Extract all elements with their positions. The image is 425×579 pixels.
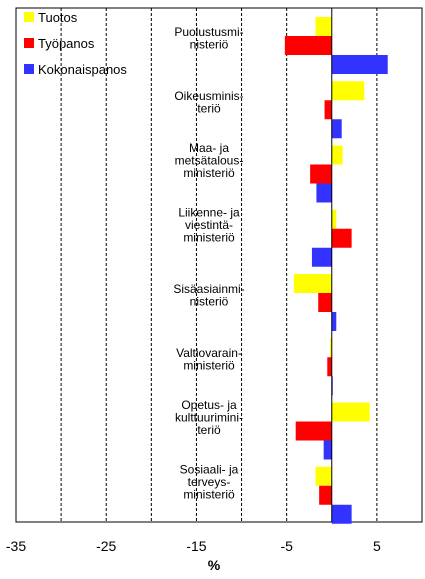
bar-työpanos (324, 100, 332, 120)
bar-kokonaispanos (316, 183, 332, 203)
bar-kokonaispanos (331, 312, 337, 331)
bar-työpanos (284, 36, 332, 55)
bar-tuotos (315, 17, 332, 36)
category-labels: Puolustusmi-nisteriö Oikeusminis-teriö Maa… (173, 25, 244, 502)
bar-tuotos (293, 274, 332, 293)
x-tick-label: 5 (373, 538, 381, 554)
legend-label: Työpanos (38, 36, 95, 51)
bar-tuotos (329, 338, 332, 358)
x-tick-label: -5 (280, 538, 293, 554)
category-label: Valtiovarain-ministeriö (176, 346, 242, 373)
x-tick-label: -15 (186, 538, 206, 554)
category-label: Sisäasiainmi-nisteriö (173, 282, 244, 309)
category-label: Liikenne- ja viestintä-ministeriö (178, 205, 240, 244)
category-label: Oikeusminis-teriö (174, 89, 243, 116)
legend-swatch (24, 12, 34, 22)
legend-swatch (24, 64, 34, 74)
legend: Tuotos Työpanos Kokonaispanos (24, 10, 127, 77)
legend-label: Kokonaispanos (38, 62, 127, 77)
bar-tuotos (331, 209, 337, 229)
bar-työpanos (331, 228, 352, 248)
bar-kokonaispanos (331, 504, 352, 524)
category-label: Sosiaali- ja terveys-ministeriö (180, 462, 239, 501)
x-axis-title: % (208, 557, 221, 573)
bar-tuotos (331, 145, 343, 165)
bar-kokonaispanos (331, 119, 342, 139)
grid-lines (60, 8, 378, 522)
bar-työpanos (310, 164, 332, 184)
x-tick-label: -35 (6, 538, 26, 554)
bar-kokonaispanos (323, 440, 332, 460)
bar-tuotos (331, 402, 370, 422)
category-label: Puolustusmi-nisteriö (174, 25, 243, 52)
bar-työpanos (295, 421, 332, 441)
bar-työpanos (318, 293, 332, 312)
x-tick-labels: -35 -25 -15 -5 5 (6, 538, 381, 554)
bars (284, 17, 388, 524)
bar-työpanos (319, 485, 332, 505)
bar-tuotos (315, 466, 332, 486)
bar-kokonaispanos (311, 247, 332, 267)
category-label: Opetus- ja kulttuurimini-teriö (175, 398, 243, 437)
legend-swatch (24, 38, 34, 48)
x-tick-label: -25 (96, 538, 116, 554)
bar-kokonaispanos (331, 55, 388, 74)
bar-tuotos (331, 81, 365, 101)
legend-label: Tuotos (38, 10, 78, 25)
category-label: Maa- ja metsätalous-ministeriö (175, 141, 244, 180)
bar-työpanos (327, 357, 332, 377)
